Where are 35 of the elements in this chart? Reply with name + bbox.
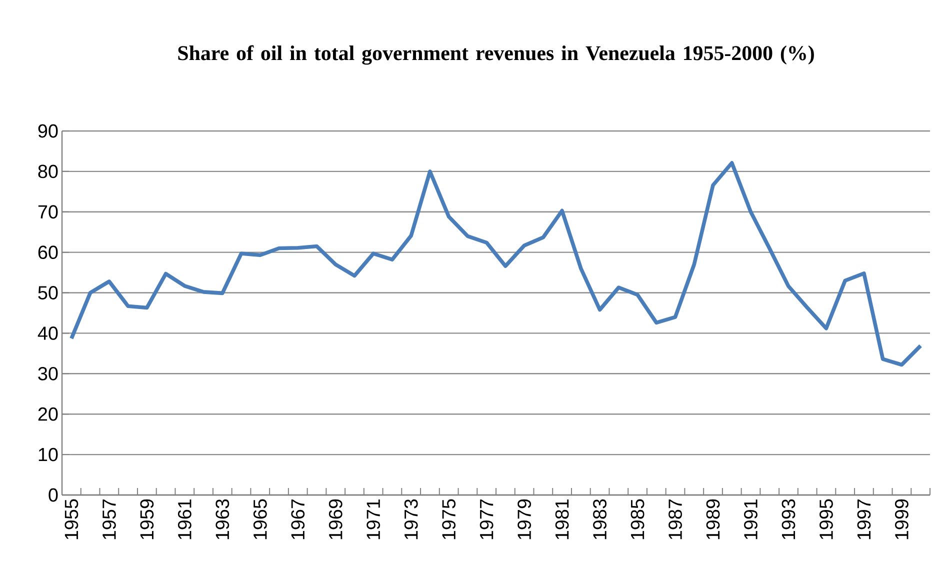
x-tick-label: 1983 <box>593 499 606 540</box>
y-tick-label: 20 <box>38 407 58 421</box>
x-tick-label: 1989 <box>706 499 720 540</box>
x-tick-label: 1959 <box>140 499 154 540</box>
x-tick-label: 1955 <box>64 499 78 540</box>
x-tick-label: 1999 <box>895 499 908 540</box>
x-tick-label: 1979 <box>518 499 532 540</box>
x-tick-label: 1971 <box>366 499 380 540</box>
x-tick-label: 1985 <box>630 499 644 540</box>
x-tick-label: 1995 <box>820 499 833 540</box>
x-tick-label: 1987 <box>668 499 682 540</box>
x-tick-label: 1969 <box>328 499 342 540</box>
x-tick-label: 1997 <box>857 499 871 540</box>
line-series <box>70 161 922 367</box>
y-tick-label: 40 <box>38 326 58 340</box>
y-tick-label: 70 <box>38 205 58 219</box>
x-tick-label: 1963 <box>216 499 230 540</box>
x-tick-label: 1981 <box>555 499 569 540</box>
y-tick-label: 10 <box>38 448 58 462</box>
y-tick-label: 50 <box>38 286 58 300</box>
x-tick-label: 1957 <box>102 499 116 540</box>
chart-title: Share of oil in total government revenues in Venezuela 1955-2000 (%) <box>178 45 814 65</box>
x-tick-label: 1975 <box>442 499 456 540</box>
y-tick-label: 60 <box>38 246 58 260</box>
y-tick-label: 30 <box>38 366 58 380</box>
x-tick-label: 1973 <box>404 499 418 540</box>
x-tick-label: 1967 <box>291 499 305 540</box>
x-tick-label: 1961 <box>178 499 192 540</box>
y-tick-label: 80 <box>38 164 58 178</box>
x-tick-label: 1993 <box>782 499 796 540</box>
y-tick-label: 90 <box>38 124 58 138</box>
x-tick-label: 1977 <box>480 499 494 540</box>
x-tick-label: 1965 <box>253 499 267 540</box>
y-tick-label: 0 <box>48 488 58 502</box>
x-tick-label: 1991 <box>744 499 758 540</box>
